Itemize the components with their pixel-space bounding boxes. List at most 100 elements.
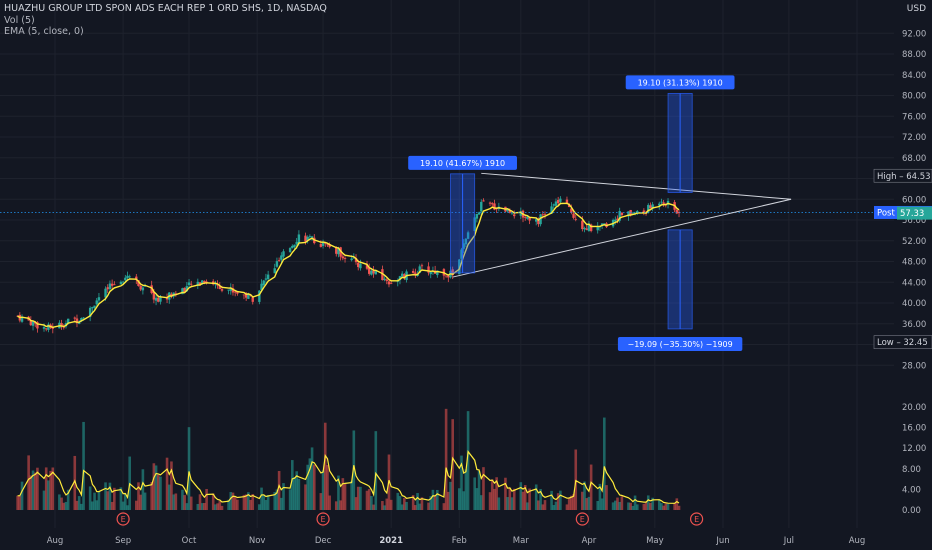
volume-bar — [312, 464, 316, 510]
volume-bar — [497, 497, 501, 510]
volume-bar — [429, 496, 433, 510]
candle-body — [565, 199, 569, 204]
candle-body — [205, 281, 208, 283]
volume-bar — [627, 502, 630, 510]
triangle-upper-line — [481, 172, 792, 200]
earnings-marker-label: E — [580, 515, 585, 524]
volume-bar — [247, 492, 250, 510]
time-tick-label: 2021 — [379, 536, 403, 546]
volume-bar — [442, 503, 446, 510]
volume-bar — [150, 482, 153, 510]
volume-bar — [598, 483, 602, 510]
volume-bar — [528, 488, 531, 510]
candle-body — [352, 257, 356, 259]
volume-bar — [482, 467, 485, 510]
volume-bar — [550, 490, 553, 510]
candle-body — [187, 282, 191, 286]
volume-bar — [291, 460, 294, 510]
volume-bar — [165, 457, 169, 510]
volume-bar — [280, 497, 283, 510]
candle-body — [297, 234, 301, 243]
time-tick-label: Feb — [452, 536, 467, 546]
time-tick-label: Aug — [849, 536, 866, 546]
measure-label-bg-down-target — [617, 336, 743, 351]
volume-bar — [603, 417, 606, 510]
volume-bar — [508, 487, 512, 510]
volume-bar — [565, 504, 569, 510]
candle-body — [572, 213, 575, 218]
measure-label-down-target: −19.09 (−35.30%) −1909 — [628, 340, 733, 349]
volume-bar — [42, 490, 46, 510]
volume-bar — [649, 502, 652, 510]
currency-label[interactable]: USD — [906, 4, 926, 14]
candle-body — [152, 291, 156, 300]
candle-body — [554, 201, 558, 206]
candle-body — [231, 288, 235, 293]
volume-bar — [156, 474, 160, 510]
candle-body — [128, 276, 131, 278]
volume-bar — [585, 498, 589, 510]
candle-body — [321, 241, 325, 246]
volume-bar — [559, 490, 562, 510]
volume-bar — [172, 494, 175, 510]
time-tick-label: Mar — [513, 536, 530, 546]
earnings-marker-label: E — [121, 515, 126, 524]
candle-body — [203, 280, 206, 283]
candle-body — [337, 248, 340, 255]
candle-body — [368, 267, 371, 274]
volume-bar — [134, 500, 138, 510]
volume-bar — [141, 469, 145, 510]
volume-bar — [277, 470, 281, 510]
candle-body — [510, 213, 514, 215]
volume-bar — [495, 477, 498, 510]
volume-bar — [260, 487, 263, 510]
candle-body — [218, 285, 221, 290]
volume-bar — [556, 493, 560, 510]
volume-bar — [523, 485, 527, 510]
candle-body — [585, 228, 588, 230]
price-tick-label: 28.00 — [902, 361, 926, 371]
candle-body — [262, 280, 265, 286]
volume-bar — [227, 499, 230, 510]
volume-bar — [473, 477, 476, 510]
volume-bar — [328, 495, 331, 510]
candle-body — [458, 259, 461, 275]
volume-bar — [31, 470, 35, 510]
candle-body — [106, 287, 109, 290]
volume-bar — [196, 503, 200, 510]
candle-body — [183, 287, 186, 293]
volume-indicator-label[interactable]: Vol (5) — [4, 14, 35, 26]
volume-bar — [343, 483, 347, 510]
volume-bar — [475, 488, 479, 510]
volume-tick-label: 12.00 — [902, 444, 926, 454]
candle-body — [181, 288, 184, 295]
volume-bar — [618, 501, 621, 510]
volume-bar — [616, 497, 619, 510]
volume-bar — [354, 497, 358, 510]
volume-bar — [567, 497, 571, 510]
candle-body — [20, 316, 24, 322]
candle-body — [341, 256, 345, 259]
volume-bar — [29, 475, 33, 510]
candle-body — [293, 244, 296, 247]
price-tick-label: 48.00 — [902, 258, 926, 268]
volume-bar — [403, 498, 406, 510]
candle-body — [596, 226, 599, 231]
volume-bar — [108, 482, 112, 510]
volume-bar — [488, 492, 492, 510]
volume-tick-label: 0.00 — [902, 506, 921, 516]
volume-bar — [308, 458, 312, 510]
time-tick-label: Dec — [315, 536, 332, 546]
volume-bar — [220, 505, 224, 510]
volume-bar — [88, 486, 92, 510]
symbol-title[interactable]: HUAZHU GROUP LTD SPON ADS EACH REP 1 ORD… — [4, 3, 327, 14]
candle-body — [387, 281, 391, 285]
candle-body — [244, 293, 248, 298]
volume-bar — [334, 501, 338, 510]
ema-indicator-label[interactable]: EMA (5, close, 0) — [4, 26, 84, 37]
candle-body — [306, 236, 309, 241]
candle-body — [616, 218, 619, 221]
volume-bar — [93, 492, 96, 510]
